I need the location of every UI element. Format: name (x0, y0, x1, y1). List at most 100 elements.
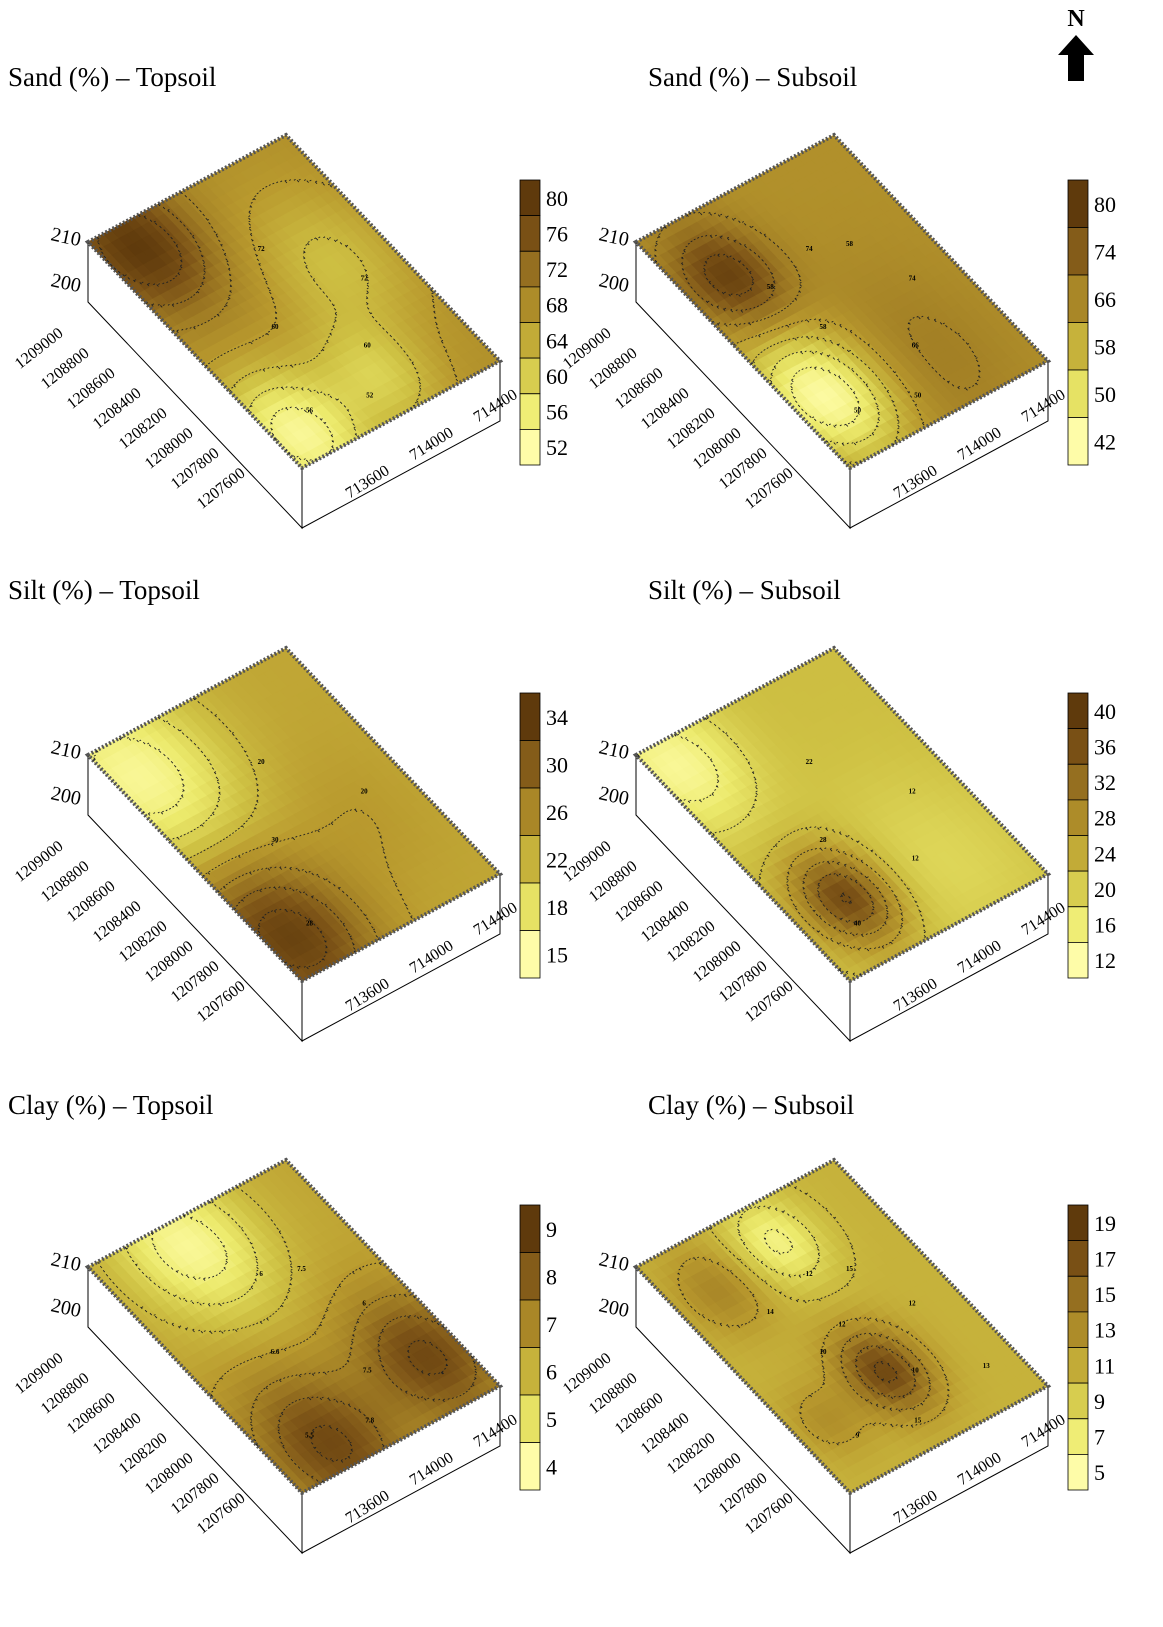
colorbar-tick-label: 30 (546, 752, 568, 777)
colorbar-tick-label: 68 (546, 293, 568, 318)
colorbar-band (1067, 1347, 1089, 1384)
north-arrow: N (1056, 6, 1096, 88)
colorbar-tick-label: 9 (1094, 1389, 1105, 1414)
contour-label: 60 (272, 323, 280, 331)
z-axis-label: 200 (49, 1294, 83, 1322)
colorbar-band (1067, 870, 1089, 908)
colorbar-band (519, 286, 541, 323)
colorbar-band (1067, 728, 1089, 765)
colorbar-band (1067, 835, 1089, 872)
colorbar-tick-label: 15 (1094, 1282, 1116, 1307)
colorbar-tick-label: 80 (546, 186, 568, 211)
colorbar-band (1067, 763, 1089, 801)
map-panel-1: 7474585066505858210200120900012088001208… (560, 132, 1116, 530)
colorbar-tick-label: 18 (546, 895, 568, 920)
z-axis-label: 200 (49, 782, 83, 810)
north-label: N (1067, 6, 1085, 32)
colorbar-band (1067, 322, 1089, 371)
contour-label: 6 (362, 1300, 366, 1308)
z-axis-label: 200 (597, 1294, 631, 1322)
z-axis-label: 210 (597, 736, 631, 764)
colorbar-band (519, 1442, 541, 1491)
contour-line (157, 716, 221, 841)
contour-line (202, 808, 413, 919)
panel-title-clay-subsoil: Clay (%) – Subsoil (648, 1090, 855, 1120)
colorbar-tick-label: 52 (546, 435, 568, 460)
colorbar-tick-label: 66 (1094, 287, 1116, 312)
colorbar-band (519, 740, 541, 789)
colorbar-band (1067, 1418, 1089, 1455)
contour-line (229, 236, 422, 410)
contour-label: 28 (306, 920, 314, 928)
z-axis-label: 200 (597, 269, 631, 297)
contour-label: 12 (909, 1300, 917, 1308)
contour-label: 74 (909, 275, 917, 283)
colorbar-tick-label: 7 (1094, 1425, 1105, 1450)
contour-label: 7.5 (297, 1265, 306, 1273)
z-axis-label: 210 (49, 223, 83, 251)
colorbar-tick-label: 60 (546, 364, 568, 389)
colorbar-tick-label: 58 (1094, 334, 1116, 359)
contour-line (257, 908, 328, 970)
colorbar-band (1067, 227, 1089, 276)
contour-label: 58 (846, 240, 854, 248)
contour-line (247, 386, 358, 436)
z-axis-label: 200 (597, 782, 631, 810)
contour-label: 12 (909, 788, 917, 796)
colorbar-band (1067, 1204, 1089, 1241)
colorbar-tick-label: 26 (546, 800, 568, 825)
panel-title-clay-topsoil: Clay (%) – Topsoil (8, 1090, 214, 1120)
z-axis-label: 210 (597, 1248, 631, 1276)
contour-line (790, 366, 861, 428)
colorbar-band (1067, 1240, 1089, 1277)
colorbar-tick-label: 36 (1094, 734, 1116, 759)
panel-title-sand-subsoil: Sand (%) – Subsoil (648, 62, 858, 92)
colorbar-tick-label: 5 (546, 1407, 557, 1432)
contour-label: 50 (854, 407, 862, 415)
colorbar-band (519, 1394, 541, 1443)
contour-label: 58 (767, 283, 775, 291)
contour-line (233, 886, 356, 953)
colorbar-band (519, 215, 541, 252)
map-panel-0: 7272605660522102001209000120880012086001… (12, 132, 568, 530)
colorbar-band (1067, 1275, 1089, 1313)
map-panel-3: 2212284012210200120900012088001208600120… (560, 645, 1116, 1043)
contour-label: 56 (306, 407, 314, 415)
contour-label: 12 (806, 1270, 814, 1278)
colorbar-tick-label: 28 (1094, 806, 1116, 831)
colorbar-tick-label: 15 (546, 942, 568, 967)
contour-label: 10 (912, 1366, 920, 1374)
contour-label: 15 (846, 1265, 854, 1273)
colorbar-band (519, 250, 541, 288)
contour-label: 74 (806, 245, 814, 253)
contour-line (654, 211, 981, 391)
colorbar-tick-label: 56 (546, 400, 568, 425)
colorbar-tick-label: 5 (1094, 1460, 1105, 1485)
contour-label: 5.5 (305, 1432, 314, 1440)
surface-rim (84, 645, 504, 984)
z-axis-label: 200 (49, 269, 83, 297)
contour-label: 40 (854, 920, 862, 928)
contour-line (703, 253, 755, 297)
colorbar-band (519, 835, 541, 884)
contour-line (751, 335, 900, 465)
colorbar-band (519, 1252, 541, 1301)
contour-line (186, 697, 260, 860)
contour-label: 66 (912, 341, 920, 349)
map-panel-4: 666.65.57.57.87.521020012090001208800120… (12, 1157, 557, 1555)
colorbar-band (519, 1299, 541, 1348)
colorbar-band (1067, 274, 1089, 323)
contour-label: 7.5 (363, 1366, 372, 1374)
contour-label: 7.8 (365, 1416, 374, 1424)
contour-line (146, 203, 206, 308)
contour-label: 30 (272, 836, 280, 844)
colorbar-tick-label: 19 (1094, 1211, 1116, 1236)
contour-line (769, 350, 880, 446)
z-axis-label: 210 (49, 736, 83, 764)
z-axis-label: 210 (49, 1248, 83, 1276)
colorbar-band (519, 322, 541, 359)
panel-title-sand-topsoil: Sand (%) – Topsoil (8, 62, 217, 92)
colorbar-band (519, 1204, 541, 1253)
colorbar-tick-label: 76 (546, 221, 568, 246)
